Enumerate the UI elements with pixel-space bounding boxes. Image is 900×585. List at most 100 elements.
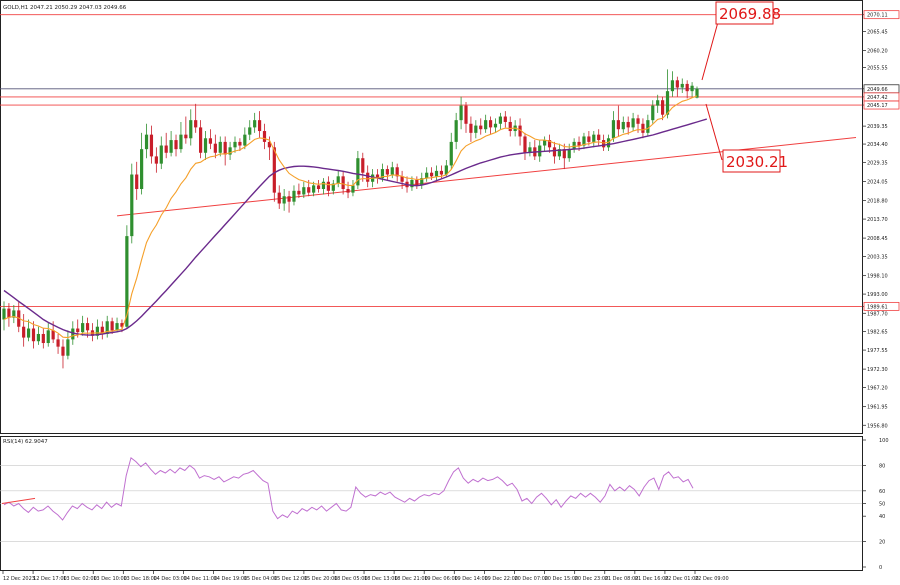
candle-body bbox=[375, 174, 380, 179]
callout-top-box bbox=[715, 1, 774, 25]
candle-body bbox=[267, 141, 272, 148]
candle-body bbox=[100, 326, 104, 334]
candle-body bbox=[238, 141, 242, 146]
candle-body bbox=[336, 176, 340, 184]
candle-body bbox=[415, 179, 419, 186]
candle-body bbox=[597, 134, 601, 141]
candle-body bbox=[120, 323, 124, 327]
candle-body bbox=[223, 141, 227, 155]
price-tick-label: 2049.66 bbox=[867, 87, 888, 93]
price-tick-label: 2013.70 bbox=[867, 217, 888, 223]
rsi-tick-label: 0 bbox=[879, 565, 882, 571]
candle-body bbox=[22, 326, 26, 338]
price-axis: 2070.11 2065.45 2060.20 2055.55 2049.66 2047.… bbox=[862, 10, 900, 429]
time-tick-label: 14 Dec 03:00 bbox=[153, 576, 187, 582]
candle-body bbox=[149, 134, 154, 157]
candle-body bbox=[159, 145, 163, 164]
price-tick-label: 2060.20 bbox=[867, 49, 888, 55]
candle-body bbox=[316, 185, 321, 190]
candle-body bbox=[488, 120, 493, 128]
candle-body bbox=[685, 83, 689, 92]
candle-body bbox=[479, 125, 483, 130]
candle-body bbox=[646, 120, 650, 133]
candle-body bbox=[189, 120, 193, 139]
candle-body bbox=[498, 116, 503, 124]
candle-body bbox=[572, 141, 576, 150]
candle-body bbox=[444, 165, 448, 175]
candle-body bbox=[690, 85, 694, 92]
candle-body bbox=[366, 172, 370, 182]
time-tick-label: 20 Dec 23:00 bbox=[575, 576, 609, 582]
candle-body bbox=[474, 125, 478, 133]
candle-body bbox=[390, 167, 394, 175]
price-tick-label: 2034.40 bbox=[867, 142, 888, 148]
time-tick-label: 22 Dec 01:00 bbox=[665, 576, 699, 582]
price-tick-label: 1987.70 bbox=[867, 311, 888, 317]
price-tick-label: 2065.45 bbox=[867, 30, 888, 36]
candle-body bbox=[203, 138, 208, 153]
candle-body bbox=[503, 116, 507, 122]
candle-body bbox=[567, 149, 571, 159]
candle-body bbox=[469, 123, 473, 133]
candle-body bbox=[307, 187, 311, 193]
price-tick-label: 1956.80 bbox=[867, 423, 888, 429]
price-level-box bbox=[863, 100, 900, 110]
callout-top-label: 2069.88 bbox=[719, 5, 781, 23]
candle-body bbox=[518, 125, 522, 137]
candle-body bbox=[277, 192, 281, 204]
candle-body bbox=[179, 134, 183, 150]
rsi-tick-label: 40 bbox=[879, 514, 885, 520]
rsi-tick-label: 100 bbox=[879, 438, 889, 444]
candle-body bbox=[233, 141, 237, 148]
candle-body bbox=[140, 149, 144, 190]
candle-body bbox=[46, 330, 50, 344]
candle-body bbox=[95, 326, 99, 336]
candle-body bbox=[587, 136, 591, 142]
rsi-tick-label: 20 bbox=[879, 540, 885, 546]
candle-body bbox=[66, 339, 70, 356]
candle-body bbox=[602, 140, 606, 148]
candle-body bbox=[341, 176, 345, 190]
candle-body bbox=[130, 174, 134, 237]
time-tick-label: 14 Dec 19:00 bbox=[214, 576, 248, 582]
rsi-tick-label: 80 bbox=[879, 463, 885, 469]
candle-body bbox=[621, 121, 625, 130]
candle-body bbox=[312, 185, 316, 193]
candle-body bbox=[228, 147, 232, 155]
candle-body bbox=[547, 140, 552, 148]
candle-body bbox=[194, 120, 198, 128]
candle-body bbox=[508, 121, 512, 132]
callout-bottom-label: 2030.21 bbox=[726, 153, 788, 171]
candle-body bbox=[36, 333, 41, 342]
candle-body bbox=[552, 147, 557, 157]
candle-body bbox=[577, 141, 581, 146]
time-tick-label: 21 Dec 08:00 bbox=[605, 576, 639, 582]
candle-body bbox=[2, 308, 6, 320]
candle-body bbox=[213, 143, 217, 153]
candle-body bbox=[184, 134, 188, 139]
candle-body bbox=[611, 120, 616, 139]
time-tick-label: 14 Dec 11:00 bbox=[184, 576, 218, 582]
candle-body bbox=[76, 328, 80, 333]
price-tick-label: 1967.20 bbox=[867, 386, 888, 392]
candle-body bbox=[493, 123, 498, 128]
candle-body bbox=[410, 179, 414, 188]
candle-body bbox=[198, 127, 203, 153]
candle-body bbox=[71, 328, 75, 340]
candle-body bbox=[459, 105, 463, 121]
candle-body bbox=[302, 187, 306, 195]
price-tick-label: 2003.35 bbox=[867, 255, 888, 261]
candle-body bbox=[523, 136, 527, 153]
price-tick-label: 1982.65 bbox=[867, 330, 888, 336]
candle-body bbox=[641, 123, 645, 133]
rsi-tick-label: 60 bbox=[879, 489, 885, 495]
callout-bottom: 2030.21 bbox=[705, 103, 788, 173]
candle-body bbox=[582, 136, 586, 146]
candle-body bbox=[257, 120, 262, 132]
rsi-line bbox=[3, 456, 694, 521]
candle-body bbox=[287, 196, 291, 202]
candle-body bbox=[636, 118, 640, 124]
candle-body bbox=[164, 145, 168, 153]
